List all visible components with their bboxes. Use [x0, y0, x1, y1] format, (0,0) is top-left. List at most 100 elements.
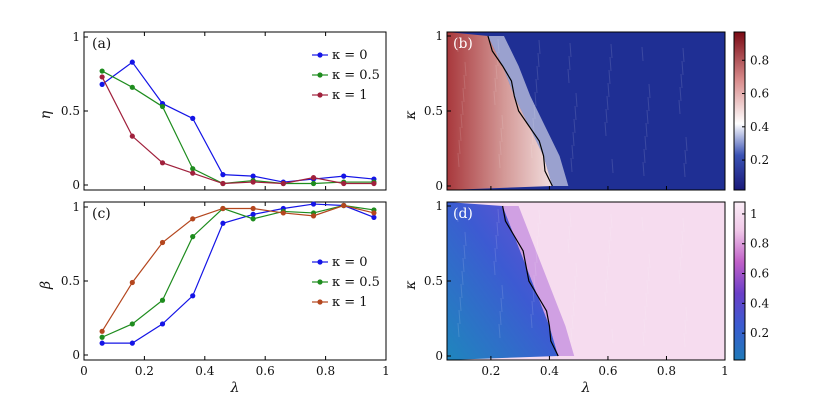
c-xtick-label: 0.4	[195, 364, 214, 378]
b-heatmap-texture	[499, 140, 502, 156]
d-heatmap-texture	[457, 322, 460, 338]
c-ytick-label: 0	[72, 348, 80, 362]
b-heatmap-texture	[463, 74, 466, 90]
d-heatmap-texture	[461, 270, 464, 286]
d-heatmap-texture	[574, 275, 577, 291]
b-heatmap-texture	[605, 108, 608, 124]
d-heatmap-texture	[501, 284, 504, 300]
b-colorbar-label: 0.6	[750, 87, 769, 101]
a-ylabel: η	[38, 110, 54, 119]
d-heatmap-texture	[571, 314, 574, 330]
d-heatmap-region	[447, 202, 559, 360]
c-data-point	[159, 297, 166, 303]
d-heatmap	[447, 202, 725, 360]
d-heatmap-texture	[459, 296, 462, 312]
c-data-point	[159, 321, 166, 327]
a-series-line-1	[101, 70, 374, 185]
d-heatmap-texture	[606, 265, 609, 281]
b-heatmap-texture	[535, 78, 538, 94]
c-data-point	[310, 201, 317, 207]
c-legend-label: κ = 1	[332, 295, 368, 310]
c-data-point	[190, 293, 196, 299]
c-series-line-0	[102, 203, 375, 344]
c-data-point	[159, 239, 166, 246]
d-xtick-label: 0.2	[481, 364, 500, 378]
c-xtick-label: 1	[382, 364, 390, 378]
b-heatmap-texture	[644, 135, 647, 151]
d-panel-label: (d)	[453, 206, 473, 222]
b-heatmap-texture	[498, 153, 501, 169]
a-data-point	[341, 180, 347, 187]
d-heatmap-texture	[604, 291, 607, 307]
c-data-point	[371, 210, 377, 216]
d-heatmap-texture	[538, 209, 541, 225]
d-ylabel: κ	[403, 280, 419, 290]
b-heatmap	[447, 32, 725, 190]
b-heatmap-texture	[457, 152, 460, 168]
b-heatmap-texture	[570, 157, 573, 173]
c-data-point	[99, 328, 105, 334]
b-heatmap-transition	[487, 36, 569, 186]
c-data-point	[190, 234, 196, 240]
b-heatmap-texture	[646, 109, 649, 125]
d-heatmap-texture	[643, 318, 646, 334]
b-heatmap-texture	[501, 114, 504, 130]
b-heatmap-region	[447, 32, 553, 190]
d-colorbar-label: 1	[750, 207, 758, 221]
d-heatmap-texture	[685, 306, 688, 322]
d-heatmap-texture	[493, 260, 496, 276]
c-data-point	[129, 279, 135, 286]
b-boundary-contour	[487, 35, 553, 187]
b-colorbar	[733, 31, 746, 191]
a-data-point	[310, 175, 317, 181]
a-series-line-0	[101, 61, 374, 183]
c-series-line-2	[101, 204, 375, 332]
d-heatmap-texture	[495, 234, 498, 250]
b-heatmap-texture	[606, 95, 609, 111]
c-data-point	[220, 205, 226, 212]
b-heatmap-texture	[532, 117, 535, 133]
c-ytick-label: 1	[72, 200, 80, 214]
b-heatmap-texture	[538, 39, 541, 55]
d-colorbar-label: 0.8	[750, 237, 769, 251]
d-ytick-label: 0.5	[424, 274, 443, 288]
d-heatmap-texture	[683, 332, 686, 348]
d-heatmap-texture	[684, 319, 687, 335]
c-legend-marker	[317, 259, 323, 265]
b-heatmap-texture	[641, 46, 644, 62]
c-data-point	[310, 213, 317, 219]
c-data-point	[220, 220, 226, 226]
b-heatmap-texture	[500, 127, 503, 143]
a-data-point	[250, 179, 256, 185]
b-heatmap-texture	[456, 37, 459, 53]
d-heatmap-texture	[575, 262, 578, 278]
b-heatmap-texture	[571, 144, 574, 160]
d-heatmap-texture	[648, 253, 651, 269]
d-boundary-contour	[502, 205, 559, 357]
d-heatmap-texture	[605, 278, 608, 294]
d-heatmap-texture	[497, 208, 500, 224]
a-data-point	[220, 180, 226, 187]
b-heatmap-texture	[464, 61, 467, 77]
a-data-point	[129, 84, 135, 90]
a-data-point	[371, 180, 377, 187]
d-heatmap-texture	[498, 323, 501, 339]
c-xlabel: λ	[230, 380, 240, 396]
a-legend-label: κ = 0.5	[332, 68, 380, 83]
d-heatmap-texture	[611, 328, 614, 344]
b-heatmap-texture	[648, 83, 651, 99]
d-heatmap-texture	[567, 238, 570, 254]
b-ytick-label: 0	[435, 179, 443, 193]
d-heatmap-texture	[607, 252, 610, 268]
d-heatmap-texture	[456, 207, 459, 223]
d-heatmap-texture	[537, 222, 540, 238]
a-legend-marker	[317, 52, 323, 58]
d-heatmap-texture	[645, 292, 648, 308]
b-heatmap-texture	[681, 60, 684, 76]
b-heatmap-texture	[575, 92, 578, 108]
d-heatmap-texture	[573, 288, 576, 304]
a-data-point	[250, 173, 256, 179]
a-legend-label: κ = 1	[332, 88, 368, 103]
b-heatmap-texture	[568, 55, 571, 71]
d-heatmap-texture	[531, 300, 534, 316]
